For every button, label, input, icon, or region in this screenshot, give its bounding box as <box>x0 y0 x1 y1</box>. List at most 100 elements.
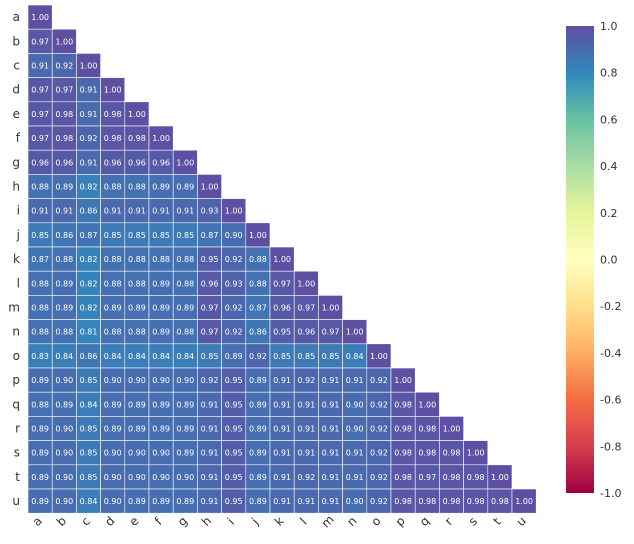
cell-value-label: 0.92 <box>370 425 388 434</box>
x-tick-label: a <box>30 514 45 529</box>
cell-value-label: 0.91 <box>273 425 291 434</box>
cell-value-label: 0.89 <box>176 425 194 434</box>
heatmap-cell <box>511 488 537 514</box>
heatmap-cell <box>197 440 222 466</box>
heatmap-cell <box>293 391 319 417</box>
heatmap-cell <box>197 174 222 199</box>
cell-value-label: 0.87 <box>249 304 267 313</box>
cell-value-label: 0.91 <box>322 473 340 482</box>
heatmap-cell <box>221 488 247 514</box>
cell-value-label: 0.92 <box>225 255 243 264</box>
cell-value-label: 0.89 <box>152 425 170 434</box>
x-tick-label: c <box>78 514 93 529</box>
cell-value-label: 0.82 <box>80 255 98 264</box>
heatmap-cell <box>124 464 150 490</box>
heatmap-cell <box>269 270 295 296</box>
heatmap-cell <box>51 270 77 296</box>
heatmap-cell <box>27 270 53 296</box>
cell-value-label: 0.96 <box>273 304 291 313</box>
heatmap-cell <box>269 367 295 393</box>
cell-value-label: 0.86 <box>249 328 267 337</box>
x-tick-label: d <box>102 514 117 529</box>
cell-value-label: 0.96 <box>152 158 170 167</box>
cell-value-label: 0.90 <box>104 497 122 506</box>
cell-value-label: 0.98 <box>443 473 461 482</box>
colorbar-tick-label: 0.4 <box>600 160 618 173</box>
cell-value-label: 0.97 <box>31 134 49 143</box>
cell-value-label: 0.98 <box>55 110 73 119</box>
cell-value-label: 0.85 <box>80 376 98 385</box>
cell-value-label: 1.00 <box>176 158 194 167</box>
cell-value-label: 0.98 <box>128 134 146 143</box>
cell-value-label: 0.90 <box>152 473 170 482</box>
heatmap-cell <box>269 391 295 417</box>
y-tick-label: o <box>13 349 20 363</box>
heatmap-cell <box>414 464 440 490</box>
heatmap-cell <box>269 246 295 272</box>
heatmap-cell <box>100 416 126 441</box>
cell-value-label: 0.97 <box>273 279 291 288</box>
cell-value-label: 0.96 <box>104 158 122 167</box>
cell-value-label: 0.98 <box>104 110 122 119</box>
x-tick-label: j <box>248 515 261 528</box>
y-tick-label: c <box>13 59 20 73</box>
heatmap-cell <box>342 343 368 369</box>
x-tick-label: s <box>466 514 480 528</box>
heatmap-cell <box>76 125 101 151</box>
cell-value-label: 0.84 <box>104 352 122 361</box>
heatmap-cell <box>197 270 222 296</box>
cell-value-label: 0.90 <box>55 425 73 434</box>
cell-value-label: 0.98 <box>467 473 485 482</box>
heatmap-cell <box>293 367 319 393</box>
cell-value-label: 0.98 <box>104 134 122 143</box>
heatmap-cell <box>366 391 392 417</box>
cell-value-label: 0.88 <box>31 183 49 192</box>
heatmap-cell <box>172 488 198 514</box>
cell-value-label: 0.85 <box>80 425 98 434</box>
cell-value-label: 0.88 <box>55 328 73 337</box>
cell-value-label: 0.95 <box>225 497 243 506</box>
cell-value-label: 0.89 <box>249 449 267 458</box>
cell-value-label: 0.90 <box>128 449 146 458</box>
heatmap-cell <box>221 246 247 272</box>
heatmap-cell <box>390 488 416 514</box>
heatmap-cell <box>172 343 198 369</box>
heatmap-cell <box>100 77 126 103</box>
heatmap-cell <box>27 4 53 30</box>
colorbar-tick-label: -0.6 <box>600 394 621 407</box>
heatmap-cell <box>269 488 295 514</box>
heatmap-cell <box>27 125 53 151</box>
cell-value-label: 0.89 <box>176 304 194 313</box>
heatmap-cell <box>221 416 247 441</box>
cell-value-label: 0.91 <box>104 207 122 216</box>
cell-value-label: 0.92 <box>370 376 388 385</box>
heatmap-cell <box>27 28 53 54</box>
cell-value-label: 0.96 <box>201 279 219 288</box>
cell-value-label: 0.95 <box>201 255 219 264</box>
heatmap-cell <box>197 488 222 514</box>
cell-value-label: 0.89 <box>152 328 170 337</box>
heatmap-cell <box>221 270 247 296</box>
heatmap-cell <box>148 488 174 514</box>
heatmap-cell <box>221 391 247 417</box>
heatmap-cell <box>100 101 126 127</box>
cell-value-label: 0.91 <box>322 425 340 434</box>
cell-value-label: 0.98 <box>418 425 436 434</box>
cell-value-label: 1.00 <box>394 376 412 385</box>
heatmap-cell <box>172 149 198 175</box>
heatmap-cell <box>293 488 319 514</box>
cell-value-label: 1.00 <box>104 86 122 95</box>
cell-value-label: 0.91 <box>273 376 291 385</box>
cell-value-label: 0.89 <box>249 473 267 482</box>
heatmap-cell <box>172 416 198 441</box>
cell-value-label: 0.92 <box>297 473 315 482</box>
cell-value-label: 0.90 <box>225 231 243 240</box>
y-tick-label: j <box>16 228 20 242</box>
cell-value-label: 1.00 <box>443 425 461 434</box>
cell-value-label: 0.92 <box>55 62 73 71</box>
cell-value-label: 0.95 <box>225 425 243 434</box>
heatmap-cell <box>76 367 101 393</box>
cell-value-label: 0.91 <box>201 449 219 458</box>
cell-value-label: 0.89 <box>152 497 170 506</box>
